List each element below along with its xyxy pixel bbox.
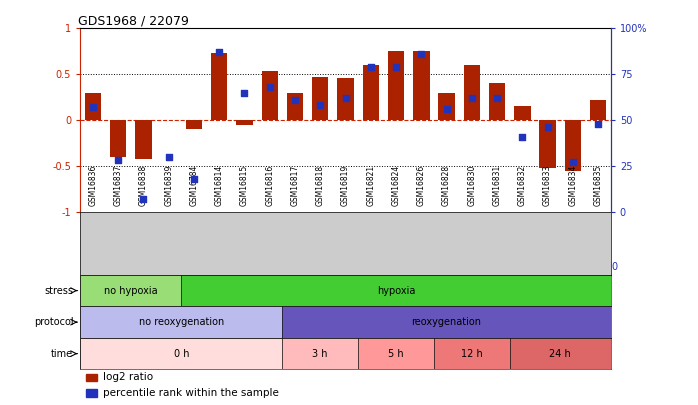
Bar	[262, 70, 278, 120]
Bar	[514, 106, 530, 120]
Point	[87, 104, 98, 111]
Text: no reoxygenation: no reoxygenation	[139, 317, 224, 327]
Bar	[80, 306, 283, 338]
Bar	[80, 275, 181, 306]
Text: percentile rank within the sample: percentile rank within the sample	[103, 388, 279, 398]
Text: 24 h: 24 h	[549, 349, 571, 359]
Point	[264, 84, 275, 90]
Bar	[312, 77, 329, 120]
Point	[188, 175, 200, 182]
Text: stress: stress	[45, 286, 73, 296]
Text: 0 h: 0 h	[174, 349, 189, 359]
Point	[138, 196, 149, 202]
Bar	[135, 120, 151, 159]
Bar	[86, 373, 97, 381]
Point	[365, 64, 376, 70]
Point	[315, 102, 326, 109]
Point	[567, 159, 579, 166]
Bar	[186, 120, 202, 129]
Bar	[358, 338, 434, 369]
Text: hypoxia: hypoxia	[377, 286, 415, 296]
Point	[466, 95, 477, 101]
Point	[390, 64, 401, 70]
Bar	[211, 53, 228, 120]
Bar	[283, 338, 358, 369]
Point	[441, 106, 452, 112]
Point	[491, 95, 503, 101]
Bar	[590, 100, 607, 120]
Bar	[565, 120, 581, 171]
Text: 0: 0	[612, 262, 618, 272]
Point	[340, 95, 351, 101]
Text: 5 h: 5 h	[388, 349, 404, 359]
Text: time: time	[51, 349, 73, 359]
Bar	[84, 93, 101, 120]
Bar	[434, 338, 510, 369]
Bar	[287, 93, 303, 120]
Bar	[110, 120, 126, 157]
Text: protocol: protocol	[34, 317, 73, 327]
Point	[290, 97, 301, 103]
Text: GDS1968 / 22079: GDS1968 / 22079	[77, 14, 188, 27]
Bar	[236, 120, 253, 125]
Point	[163, 153, 174, 160]
Bar	[181, 275, 611, 306]
Bar	[540, 120, 556, 168]
Point	[112, 157, 124, 164]
Bar	[337, 78, 354, 120]
Text: 12 h: 12 h	[461, 349, 483, 359]
Bar	[362, 65, 379, 120]
Point	[542, 124, 554, 131]
Bar	[86, 389, 97, 397]
Bar	[463, 65, 480, 120]
Bar	[413, 51, 429, 120]
Bar	[438, 93, 455, 120]
Text: no hypoxia: no hypoxia	[104, 286, 158, 296]
Point	[517, 133, 528, 140]
Point	[593, 121, 604, 127]
Bar	[80, 338, 283, 369]
Text: log2 ratio: log2 ratio	[103, 372, 153, 382]
Point	[214, 49, 225, 55]
Bar	[283, 306, 611, 338]
Point	[416, 51, 427, 57]
Bar	[489, 83, 505, 120]
Bar	[388, 51, 404, 120]
Text: reoxygenation: reoxygenation	[412, 317, 482, 327]
Text: 3 h: 3 h	[313, 349, 328, 359]
Bar	[510, 338, 611, 369]
Point	[239, 90, 250, 96]
